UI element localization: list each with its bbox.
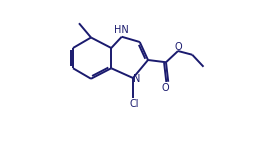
Text: N: N (133, 74, 140, 84)
Text: O: O (174, 42, 182, 52)
Text: O: O (161, 83, 169, 93)
Text: Cl: Cl (130, 99, 139, 109)
Text: HN: HN (114, 25, 128, 35)
